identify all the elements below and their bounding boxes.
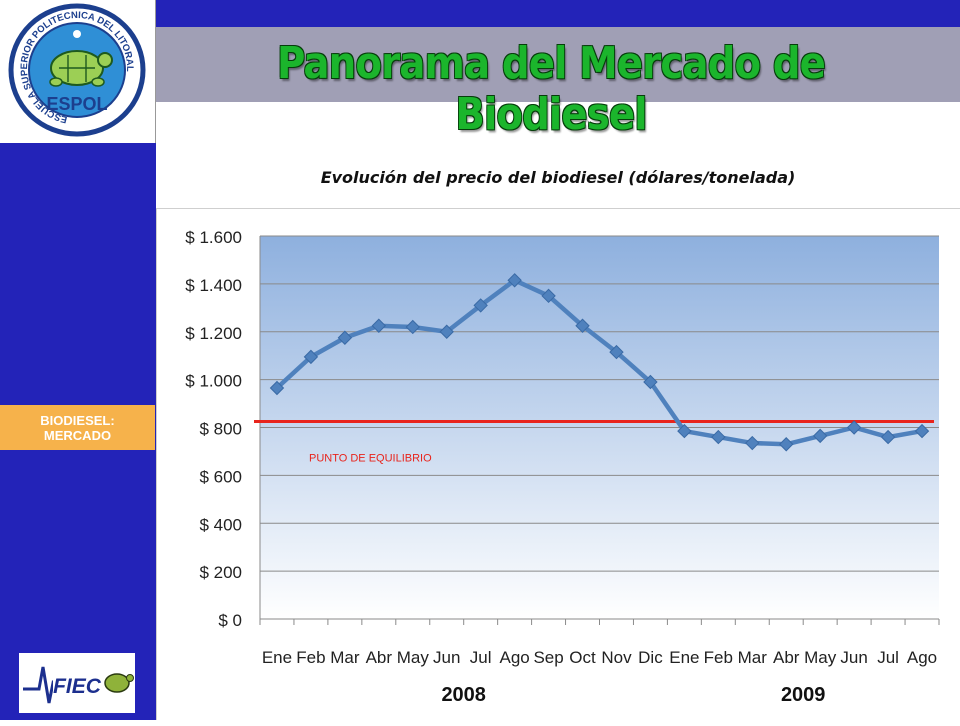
badge-line-1: BIODIESEL: — [40, 412, 115, 428]
y-tick-label: $ 1.000 — [185, 372, 242, 391]
data-point — [337, 330, 353, 345]
data-point — [711, 429, 726, 445]
data-point — [643, 374, 658, 390]
x-tick-label: Sep — [533, 648, 563, 667]
data-point — [303, 349, 319, 365]
espol-logo: ESCUELA SUPERIOR POLITECNICA DEL LITORAL… — [0, 0, 156, 143]
data-point — [541, 288, 556, 304]
y-tick-label: $ 1.400 — [185, 276, 242, 295]
turtle-icon — [104, 673, 134, 693]
data-point — [914, 423, 930, 439]
data-point — [846, 420, 862, 435]
fiec-text: FIEC — [53, 675, 102, 698]
badge-line-2: MERCADO — [43, 427, 112, 443]
section-badge[interactable]: BIODIESEL: MERCADO — [0, 405, 155, 450]
x-tick-label: Oct — [569, 648, 596, 667]
data-point — [745, 435, 760, 451]
year-label: 2009 — [781, 684, 826, 706]
x-tick-label: Jul — [877, 648, 899, 667]
data-point — [779, 437, 794, 452]
x-tick-label: Jun — [840, 648, 867, 667]
data-point — [269, 380, 285, 396]
data-point — [812, 428, 828, 444]
x-tick-label: Abr — [773, 648, 800, 667]
chart-title: Evolución del precio del biodiesel (dóla… — [320, 168, 796, 187]
x-tick-label: Mar — [330, 648, 360, 667]
y-tick-label: $ 600 — [199, 467, 242, 486]
x-tick-label: May — [397, 648, 430, 667]
x-tick-label: Ago — [907, 648, 937, 667]
page-title: Panorama del Mercado de Biodiesel — [276, 38, 826, 140]
price-line-chart: $ 0 $ 200 $ 400 $ 600 $ 800 $ 1.000 $ 1.200 $ 1… — [185, 228, 940, 706]
fiec-logo: FIEC — [19, 653, 135, 713]
y-tick-label: $ 1.200 — [185, 324, 242, 343]
data-point — [880, 429, 896, 445]
data-point — [507, 273, 522, 288]
title-band — [156, 27, 960, 102]
x-tick-label: Feb — [296, 648, 325, 667]
y-tick-label: $ 1.600 — [185, 228, 242, 247]
x-tick-label: Ene — [669, 648, 699, 667]
x-tick-label: Abr — [366, 648, 393, 667]
data-point — [405, 319, 420, 335]
x-tick-label: Dic — [638, 648, 663, 667]
y-tick-label: $ 800 — [199, 420, 242, 439]
chart-frame: $ 0 $ 200 $ 400 $ 600 $ 800 $ 1.000 $ 1.200 $ 1… — [156, 208, 960, 720]
data-point — [677, 423, 692, 439]
fiec-logo-graphic: FIEC — [23, 666, 134, 704]
year-label: 2008 — [441, 684, 486, 706]
x-tick-label: Jun — [433, 648, 460, 667]
x-tick-label: Jul — [470, 648, 492, 667]
data-point — [575, 318, 590, 333]
x-tick-label: Ago — [500, 648, 530, 667]
equilibrium-label: PUNTO DE EQUILIBRIO — [309, 453, 432, 465]
x-tick-label: Feb — [704, 648, 733, 667]
data-point — [473, 298, 488, 313]
x-tick-label: Ene — [262, 648, 292, 667]
y-tick-label: $ 200 — [199, 563, 242, 582]
x-tick-label: Mar — [738, 648, 768, 667]
top-bar — [0, 0, 960, 27]
x-tick-label: May — [804, 648, 837, 667]
data-point — [371, 318, 387, 333]
logo-espol-text: ESPOL — [46, 94, 107, 114]
y-tick-label: $ 400 — [199, 515, 242, 534]
data-point — [609, 344, 624, 360]
data-point — [439, 324, 454, 339]
turtle-icon — [49, 30, 113, 87]
espol-logo-graphic: ESCUELA SUPERIOR POLITECNICA DEL LITORAL… — [8, 3, 146, 137]
x-tick-label: Nov — [601, 648, 632, 667]
y-tick-label: $ 0 — [218, 611, 242, 630]
